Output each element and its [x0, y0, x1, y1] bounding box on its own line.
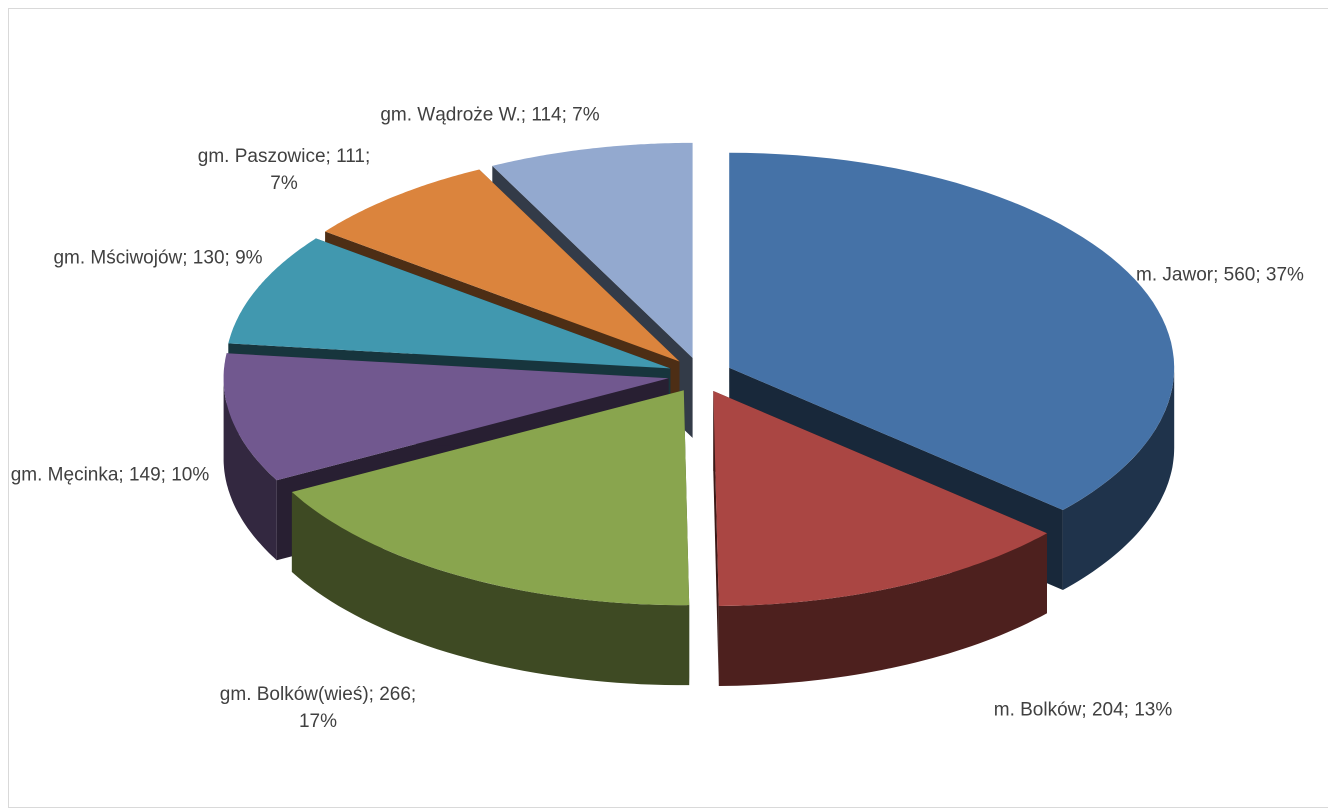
outer-wall	[223, 378, 277, 561]
data-label: gm. Męcinka; 149; 10%	[10, 464, 210, 486]
radial-wall	[713, 391, 719, 686]
slice	[223, 353, 669, 481]
outer-wall	[291, 492, 690, 686]
data-label: gm. Wądroże W.; 114; 7%	[380, 104, 600, 126]
slice	[228, 238, 671, 369]
slice	[729, 152, 1175, 511]
pie-plot	[223, 142, 1175, 686]
data-label: gm. Mściwojów; 130; 9%	[53, 247, 263, 269]
outer-wall	[718, 533, 1047, 686]
slice-tops	[223, 142, 1175, 606]
slice	[325, 169, 680, 362]
slice	[492, 142, 693, 358]
data-label: m. Jawor; 560; 37%	[1136, 264, 1304, 286]
slice	[291, 390, 690, 606]
slice	[713, 391, 1047, 606]
data-label: gm. Bolków(wieś); 266; 17%	[219, 684, 417, 732]
outer-wall	[1062, 367, 1175, 590]
data-label: m. Bolków; 204; 13%	[993, 699, 1173, 721]
chart: m. Jawor; 560; 37% m. Bolków; 204; 13% gm.…	[8, 8, 1328, 808]
data-label: gm. Paszowice; 111; 7%	[197, 146, 371, 194]
